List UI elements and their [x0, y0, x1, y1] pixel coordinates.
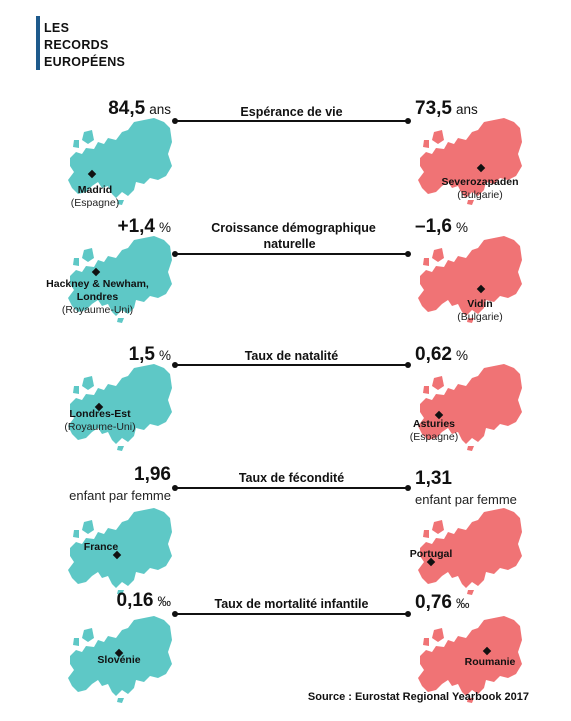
header-title: LES RECORDS EUROPÉENS [44, 20, 184, 71]
left-value: 0,16 ‰ [116, 590, 171, 611]
europe-map-worst [414, 508, 522, 596]
left-subunit: enfant par femme [69, 488, 171, 503]
connector-line [172, 611, 411, 617]
right-value: 0,62% [415, 344, 468, 365]
header-accent-bar [36, 16, 40, 70]
left-place: Hackney & Newham, Londres (Royaume-Uni) [46, 278, 149, 316]
header-line: RECORDS [44, 38, 109, 52]
indicator-label: Croissance démographique naturelle [200, 220, 383, 252]
left-value: 84,5 ans [108, 98, 171, 119]
right-subunit: enfant par femme [415, 492, 517, 507]
right-value: 0,76 ‰ [415, 592, 470, 613]
left-place: Madrid (Espagne) [70, 184, 120, 209]
europe-map-best [64, 118, 172, 206]
right-place: Asturies (Espagne) [409, 418, 459, 443]
europe-map-worst [414, 236, 522, 324]
left-place: Slovénie [97, 654, 141, 666]
indicator-label: Espérance de vie [175, 104, 408, 120]
right-value: 1,31 [415, 468, 452, 489]
right-place: Roumanie [464, 656, 516, 668]
europe-map-worst [414, 118, 522, 206]
europe-map-best [64, 364, 172, 452]
record-fertility-rate: 1,96 enfant par femme 1,31 enfant par fe… [0, 464, 571, 595]
connector-line [172, 118, 411, 124]
right-place: Severozapaden (Bulgarie) [441, 176, 519, 201]
record-life-expectancy: 84,5 ans 73,5 ans Espérance de vie Madrid(… [0, 96, 571, 214]
record-natural-growth: +1,4% –1,6% Croissance démographique nat… [0, 214, 571, 332]
europe-map-best [64, 236, 172, 324]
connector-line [172, 362, 411, 368]
indicator-label: Taux de mortalité infantile [175, 596, 408, 612]
connector-line [172, 251, 411, 257]
source-note: Source : Eurostat Regional Yearbook 2017 [307, 691, 529, 703]
left-value: +1,4% [117, 216, 171, 237]
right-value: 73,5 ans [415, 98, 478, 119]
right-place: Vidin (Bulgarie) [457, 298, 503, 323]
europe-map-worst [414, 364, 522, 452]
indicator-label: Taux de fécondité [175, 470, 408, 486]
europe-map-best [64, 508, 172, 596]
record-birth-rate: 1,5% 0,62% Taux de natalité Londres-Est(… [0, 344, 571, 462]
header-line: LES [44, 21, 70, 35]
indicator-label: Taux de natalité [175, 348, 408, 364]
right-value: –1,6% [415, 216, 468, 237]
left-value: 1,5% [128, 344, 171, 365]
europe-map-worst [414, 616, 522, 704]
right-place: Portugal [409, 548, 453, 560]
record-infant-mortality: 0,16 ‰ 0,76 ‰ Taux de mortalité infantile … [0, 590, 571, 708]
left-place: Londres-Est (Royaume-Uni) [64, 408, 136, 433]
left-value: 1,96 [134, 464, 171, 485]
left-place: France [83, 541, 119, 553]
header-line: EUROPÉENS [44, 55, 126, 69]
connector-line [172, 485, 411, 491]
